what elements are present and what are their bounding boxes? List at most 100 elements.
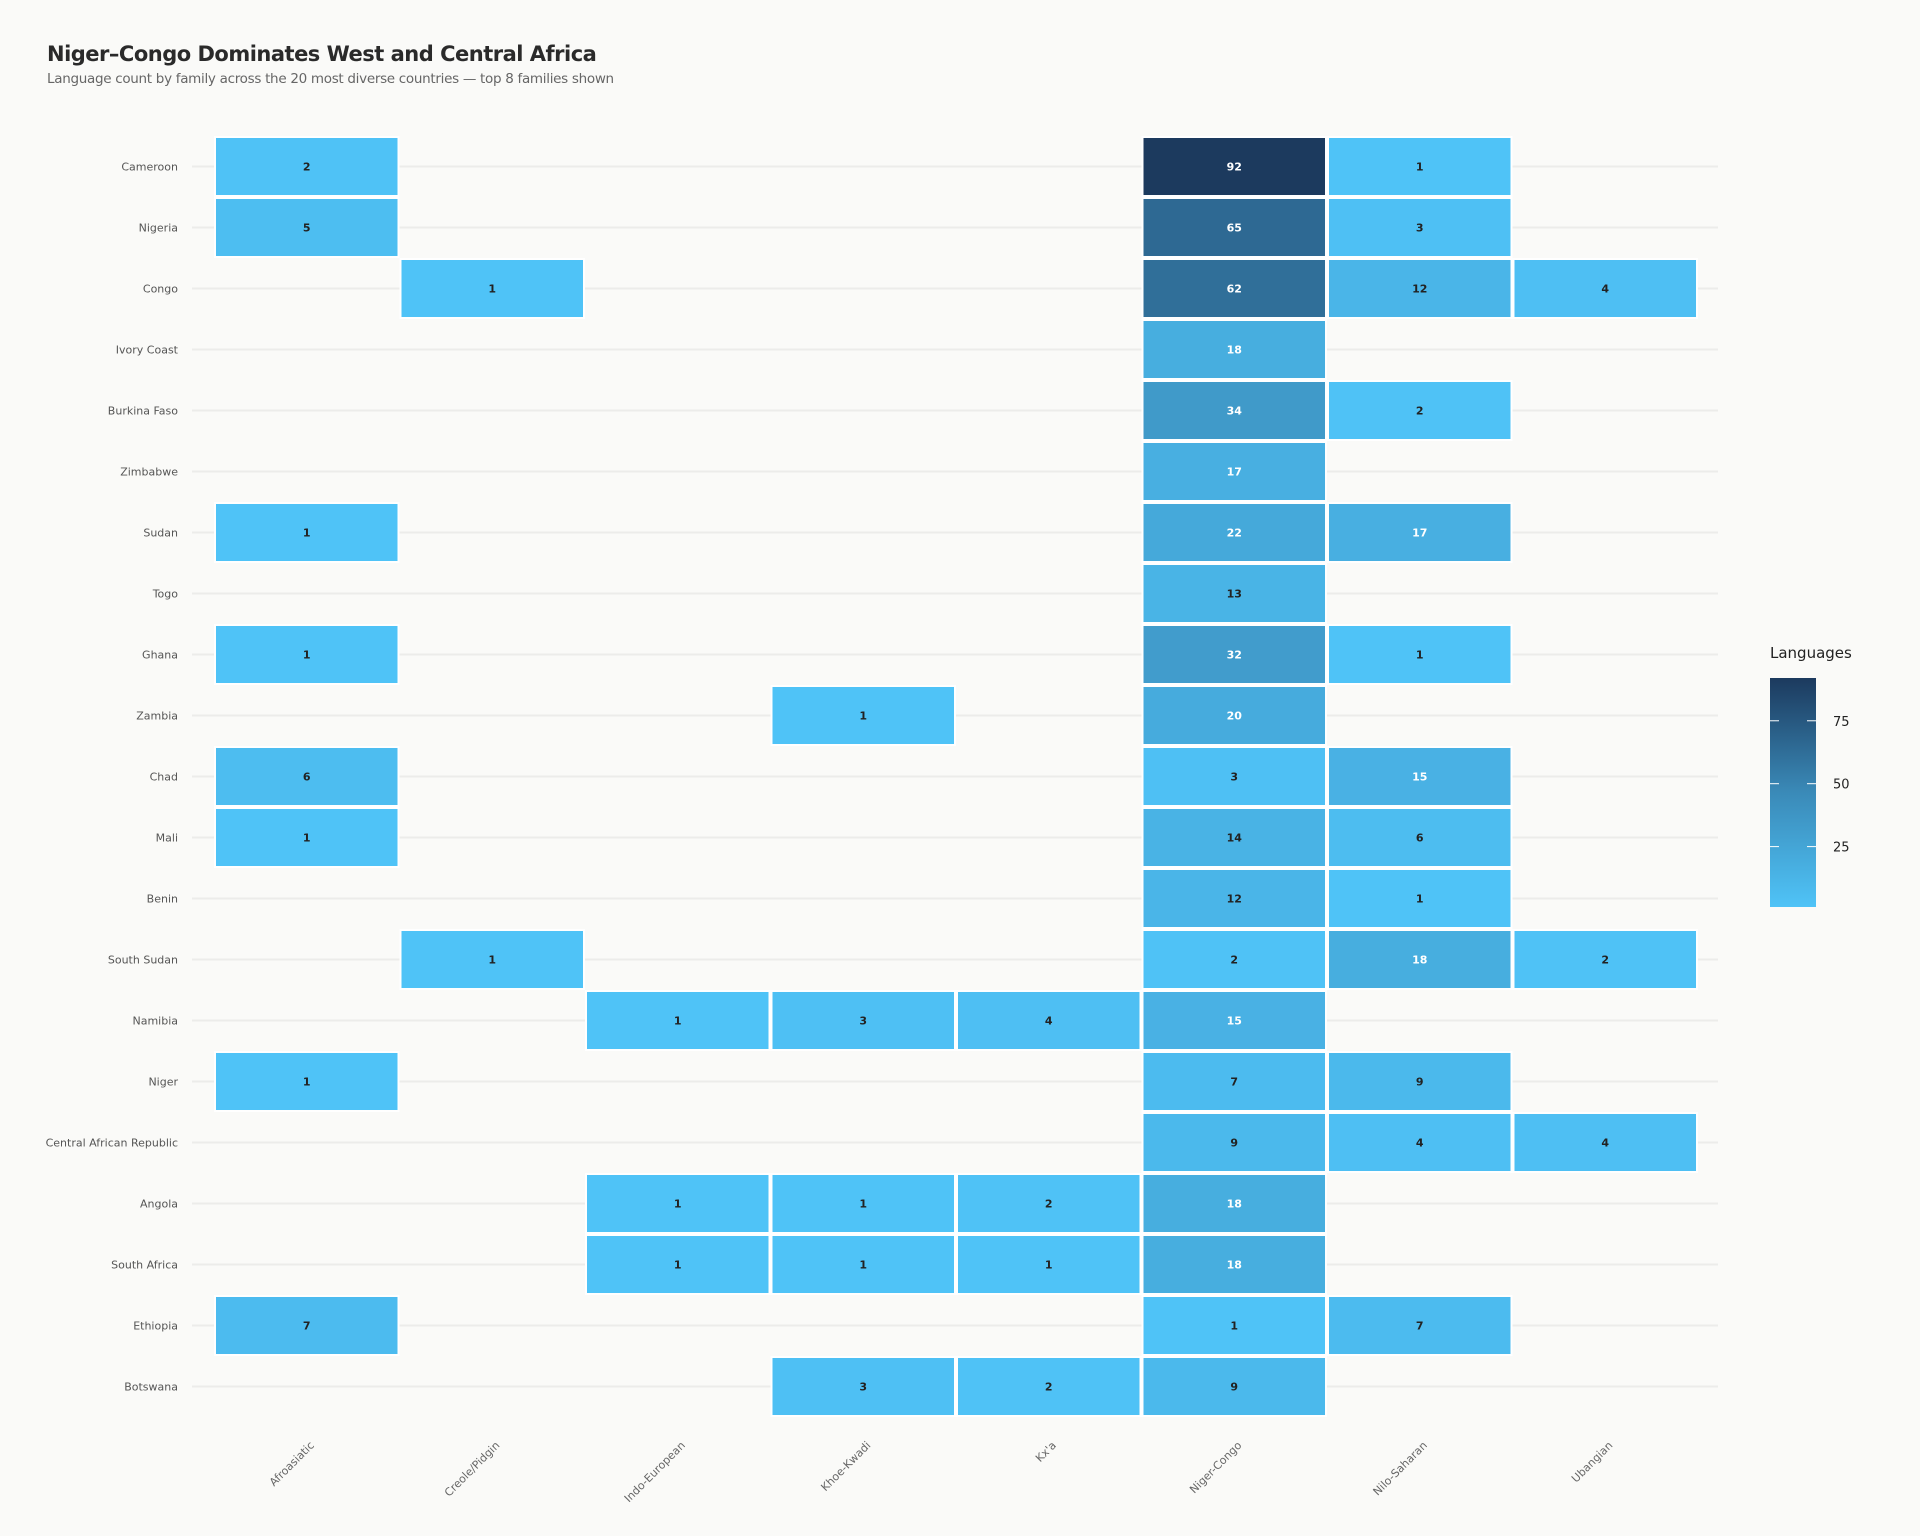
cell-value-label: 1: [674, 1015, 682, 1028]
heatmap-cell: [1327, 1051, 1513, 1112]
cell-value-label: 1: [674, 1198, 682, 1211]
cell-value-label: 65: [1227, 222, 1242, 235]
heatmap-cell: [585, 1173, 771, 1234]
cell-value-label: 92: [1227, 161, 1242, 174]
cell-value-label: 7: [1230, 1076, 1238, 1089]
y-tick-label: Angola: [140, 1198, 178, 1211]
cell-value-label: 3: [1230, 771, 1238, 784]
cell-value-label: 18: [1412, 954, 1427, 967]
cell-value-label: 3: [1416, 222, 1424, 235]
cell-value-label: 1: [1416, 649, 1424, 662]
heatmap-cell: [1327, 1295, 1513, 1356]
heatmap-cell: [1141, 197, 1327, 258]
y-tick-label: Niger: [148, 1076, 178, 1089]
cell-value-label: 1: [303, 832, 311, 845]
cell-value-label: 1: [303, 527, 311, 540]
cell-value-label: 18: [1227, 1198, 1242, 1211]
heatmap-cell: [1327, 746, 1513, 807]
x-tick-label: Afroasiatic: [267, 1439, 317, 1489]
heatmap-cell: [956, 1173, 1142, 1234]
y-tick-label: Ivory Coast: [116, 344, 179, 357]
heatmap-cell: [1141, 1051, 1327, 1112]
heatmap-cell: [1141, 258, 1327, 319]
cell-value-label: 7: [303, 1320, 311, 1333]
heatmap-cell: [214, 624, 400, 685]
heatmap-cell: [1327, 929, 1513, 990]
heatmap-cell: [1327, 197, 1513, 258]
color-legend: Languages 25 50 75: [1770, 644, 1852, 907]
cell-value-label: 15: [1227, 1015, 1242, 1028]
cell-value-label: 1: [303, 1076, 311, 1089]
cell-value-label: 2: [303, 161, 311, 174]
cell-value-label: 1: [1416, 161, 1424, 174]
y-tick-label: Botswana: [124, 1381, 178, 1394]
x-tick-label: Niger-Congo: [1187, 1439, 1244, 1496]
heatmap-cell: [1141, 441, 1327, 502]
cell-value-label: 1: [1230, 1320, 1238, 1333]
heatmap-cell: [770, 990, 956, 1051]
cell-value-label: 9: [1416, 1076, 1424, 1089]
heatmap-cell: [214, 1295, 400, 1356]
cell-value-label: 1: [303, 649, 311, 662]
y-tick-label: Zimbabwe: [120, 466, 178, 479]
y-tick-label: Sudan: [143, 527, 178, 540]
cell-value-label: 2: [1045, 1381, 1053, 1394]
y-tick-label: Ghana: [142, 649, 178, 662]
heatmap-cell: [956, 1234, 1142, 1295]
cell-value-label: 14: [1227, 832, 1243, 845]
x-tick-label: Creole/Pidgin: [442, 1439, 502, 1499]
heatmap-cell: [1512, 1112, 1698, 1173]
heatmap-cell: [1141, 1173, 1327, 1234]
cell-value-label: 1: [859, 1259, 867, 1272]
y-tick-label: South Africa: [111, 1259, 178, 1272]
cell-value-label: 1: [1045, 1259, 1053, 1272]
legend-title: Languages: [1770, 644, 1852, 662]
y-tick-label: Congo: [143, 283, 178, 296]
heatmap-cell: [1512, 258, 1698, 319]
heatmap-cell: [214, 197, 400, 258]
cell-value-label: 34: [1227, 405, 1243, 418]
cell-value-label: 20: [1227, 710, 1243, 723]
y-tick-label: Nigeria: [139, 222, 178, 235]
heatmap-cell: [1512, 929, 1698, 990]
heatmap-cell: [1141, 746, 1327, 807]
heatmap-cell: [1327, 1112, 1513, 1173]
heatmap-cell: [956, 1356, 1142, 1417]
heatmap-cell: [1327, 868, 1513, 929]
heatmap-cell: [1141, 929, 1327, 990]
cell-value-label: 5: [303, 222, 311, 235]
heatmap-cell: [1141, 868, 1327, 929]
heatmap-cell: [1327, 380, 1513, 441]
cell-value-label: 7: [1416, 1320, 1424, 1333]
heatmap-cell: [1141, 624, 1327, 685]
legend-tick-label: 50: [1833, 778, 1850, 793]
cell-value-label: 1: [488, 954, 496, 967]
y-tick-label: Mali: [156, 832, 178, 845]
cell-value-label: 18: [1227, 1259, 1242, 1272]
cell-value-label: 22: [1227, 527, 1242, 540]
cell-value-label: 1: [859, 710, 867, 723]
heatmap-cell: [1141, 685, 1327, 746]
cell-value-label: 6: [1416, 832, 1424, 845]
heatmap-cell: [214, 746, 400, 807]
heatmap-cell: [1327, 502, 1513, 563]
cell-value-label: 2: [1416, 405, 1424, 418]
chart-title: Niger–Congo Dominates West and Central A…: [47, 42, 597, 66]
heatmap-cell: [956, 990, 1142, 1051]
legend-tick-label: 25: [1833, 841, 1850, 856]
cell-value-label: 17: [1412, 527, 1427, 540]
cell-value-label: 2: [1601, 954, 1609, 967]
cell-value-label: 18: [1227, 344, 1242, 357]
y-tick-label: Cameroon: [121, 161, 178, 174]
heatmap-cell: [770, 1356, 956, 1417]
y-tick-label: Benin: [147, 893, 178, 906]
chart-subtitle: Language count by family across the 20 m…: [47, 71, 614, 87]
cell-value-label: 2: [1230, 954, 1238, 967]
cell-value-label: 3: [859, 1381, 867, 1394]
heatmap-cell: [1327, 136, 1513, 197]
x-tick-label: Nilo-Saharan: [1371, 1439, 1430, 1498]
y-tick-label: Burkina Faso: [108, 405, 178, 418]
legend-colorbar: [1770, 678, 1816, 907]
cell-value-label: 3: [859, 1015, 867, 1028]
heatmap-cell: [399, 258, 585, 319]
